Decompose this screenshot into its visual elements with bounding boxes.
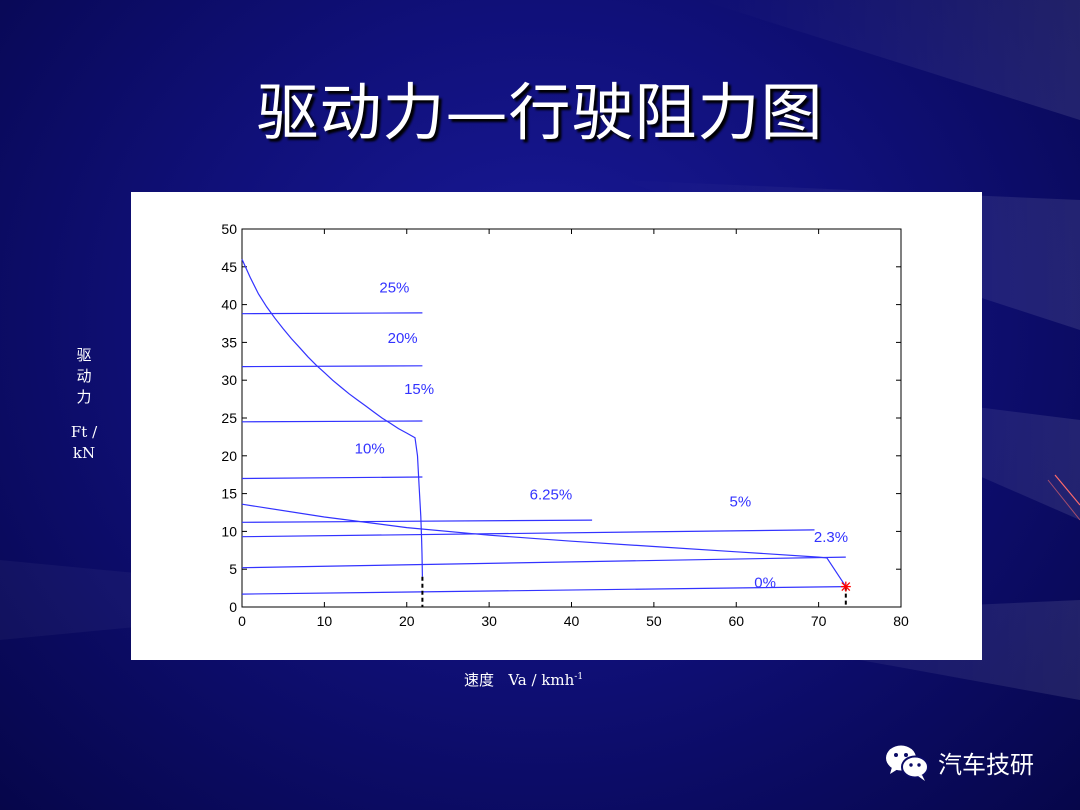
y-tick-label: 20 [221,448,237,464]
y-axis-label: 驱 动 力 Ft / kN [62,345,106,464]
x-axis-name: 速度 [464,671,495,689]
y-axis-char-1: 驱 [76,346,92,364]
resistance-line-2 [241,420,423,423]
x-axis-label: 速度 Va / kmh-1 [464,669,583,690]
driving-force-curve [241,258,423,577]
resistance-label-7: 0% [754,574,776,591]
y-tick-label: 10 [221,523,237,539]
y-tick-label: 25 [221,410,237,426]
x-axis-symbol: Va / kmh [508,671,575,689]
resistance-label-6: 2.3% [814,529,848,546]
resistance-line-1 [241,365,423,368]
wechat-icon [886,745,929,781]
resistance-label-3: 10% [355,441,385,458]
x-tick-label: 60 [728,613,744,629]
y-axis-char-2: 动 [76,367,92,385]
resistance-label-4: 6.25% [530,487,573,504]
slide-title: 驱动力—行驶阻力图 [256,76,824,149]
x-tick-label: 20 [399,613,415,629]
chart-plot: 0 10 20 30 40 50 60 70 80 0 5 10 15 20 25 30 35 40 45 50 25%… [221,221,909,629]
y-tick-label: 40 [221,297,237,313]
resistance-line-5 [241,529,815,538]
max-speed-marker-stroke [841,582,851,592]
y-axis-unit-line1: Ft / [70,423,98,441]
y-tick-label: 45 [221,259,237,275]
resistance-label-5: 5% [730,493,752,510]
y-tick-label: 35 [221,334,237,350]
resistance-line-3 [241,476,423,480]
resistance-line-7 [241,586,846,595]
y-tick-label: 50 [221,221,237,237]
y-tick-label: 30 [221,372,237,388]
x-tick-label: 0 [238,613,246,629]
x-tick-label: 80 [893,613,909,629]
x-tick-label: 70 [811,613,827,629]
y-axis-char-3: 力 [76,388,92,406]
resistance-label-0: 25% [379,280,409,297]
brand-name: 汽车技研 [938,750,1034,779]
brand-watermark: 汽车技研 [884,740,1034,784]
x-tick-label: 30 [481,613,497,629]
chart-panel: 0 10 20 30 40 50 60 70 80 0 5 10 15 20 25 30 35 40 45 50 25%… [131,192,982,660]
max-speed-marker [840,581,851,592]
resistance-label-2: 15% [404,381,434,398]
resistance-line-0 [241,312,423,315]
resistance-line-6 [241,556,846,569]
x-axis-exponent: -1 [574,672,584,682]
y-tick-label: 5 [229,561,237,577]
resistance-line-4 [241,519,593,523]
x-tick-label: 40 [564,613,580,629]
y-tick-label: 15 [221,486,237,502]
y-axis-unit-line2: kN [72,444,96,462]
x-tick-label: 10 [317,613,333,629]
resistance-label-1: 20% [388,330,418,347]
high-gear-force-curve [241,503,847,587]
y-tick-label: 0 [229,599,237,615]
plot-frame [241,228,902,608]
x-tick-label: 50 [646,613,662,629]
